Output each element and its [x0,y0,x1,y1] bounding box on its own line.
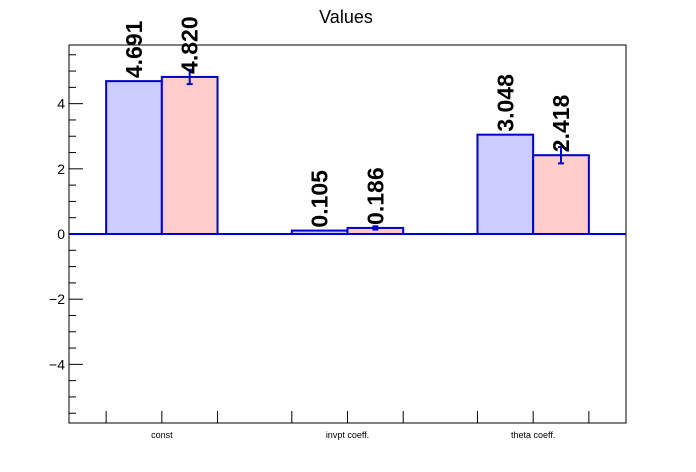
chart-title: Values [319,7,373,27]
y-tick-label: 2 [57,161,65,177]
value-label: 0.105 [307,170,333,228]
value-label: 0.186 [362,167,388,225]
value-labels: 4.691 0.105 3.048 4.820 0.186 2.418 const invpt… [121,16,574,440]
y-tick-label: 0 [57,226,65,242]
x-category-label: invpt coeff. [326,430,369,440]
bar [105,80,163,235]
value-label: 4.691 [121,20,147,78]
bar [532,154,590,236]
x-category-label: theta coeff. [511,430,555,440]
bar [160,75,219,236]
y-tick-label: 4 [57,96,65,112]
y-tick-label: −4 [49,356,65,372]
value-label: 4.820 [177,16,203,74]
x-category-label: const [151,430,173,440]
value-label: 2.418 [548,94,574,152]
bar [476,133,535,236]
y-tick-label: −2 [49,291,65,307]
bars [69,68,626,236]
value-label: 3.048 [492,74,518,132]
